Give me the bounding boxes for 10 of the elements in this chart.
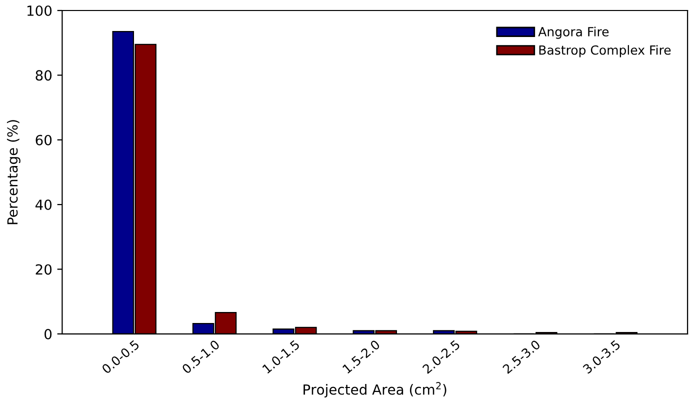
legend-label: Bastrop Complex Fire [539,45,671,58]
y-tick-label: 60 [36,134,52,146]
y-axis-title: Percentage (%) [6,120,20,224]
y-tick-label: 40 [35,200,52,210]
x-axis-title: Projected Area (cm$^{2}$) [304,382,446,398]
y-tick-label: 80 [36,70,52,81]
y-tick-label: 20 [36,264,52,275]
y-tick-label: 100 [27,5,52,16]
legend-label: Angora Fire [538,26,609,39]
y-tick-label: 0 [44,328,52,340]
